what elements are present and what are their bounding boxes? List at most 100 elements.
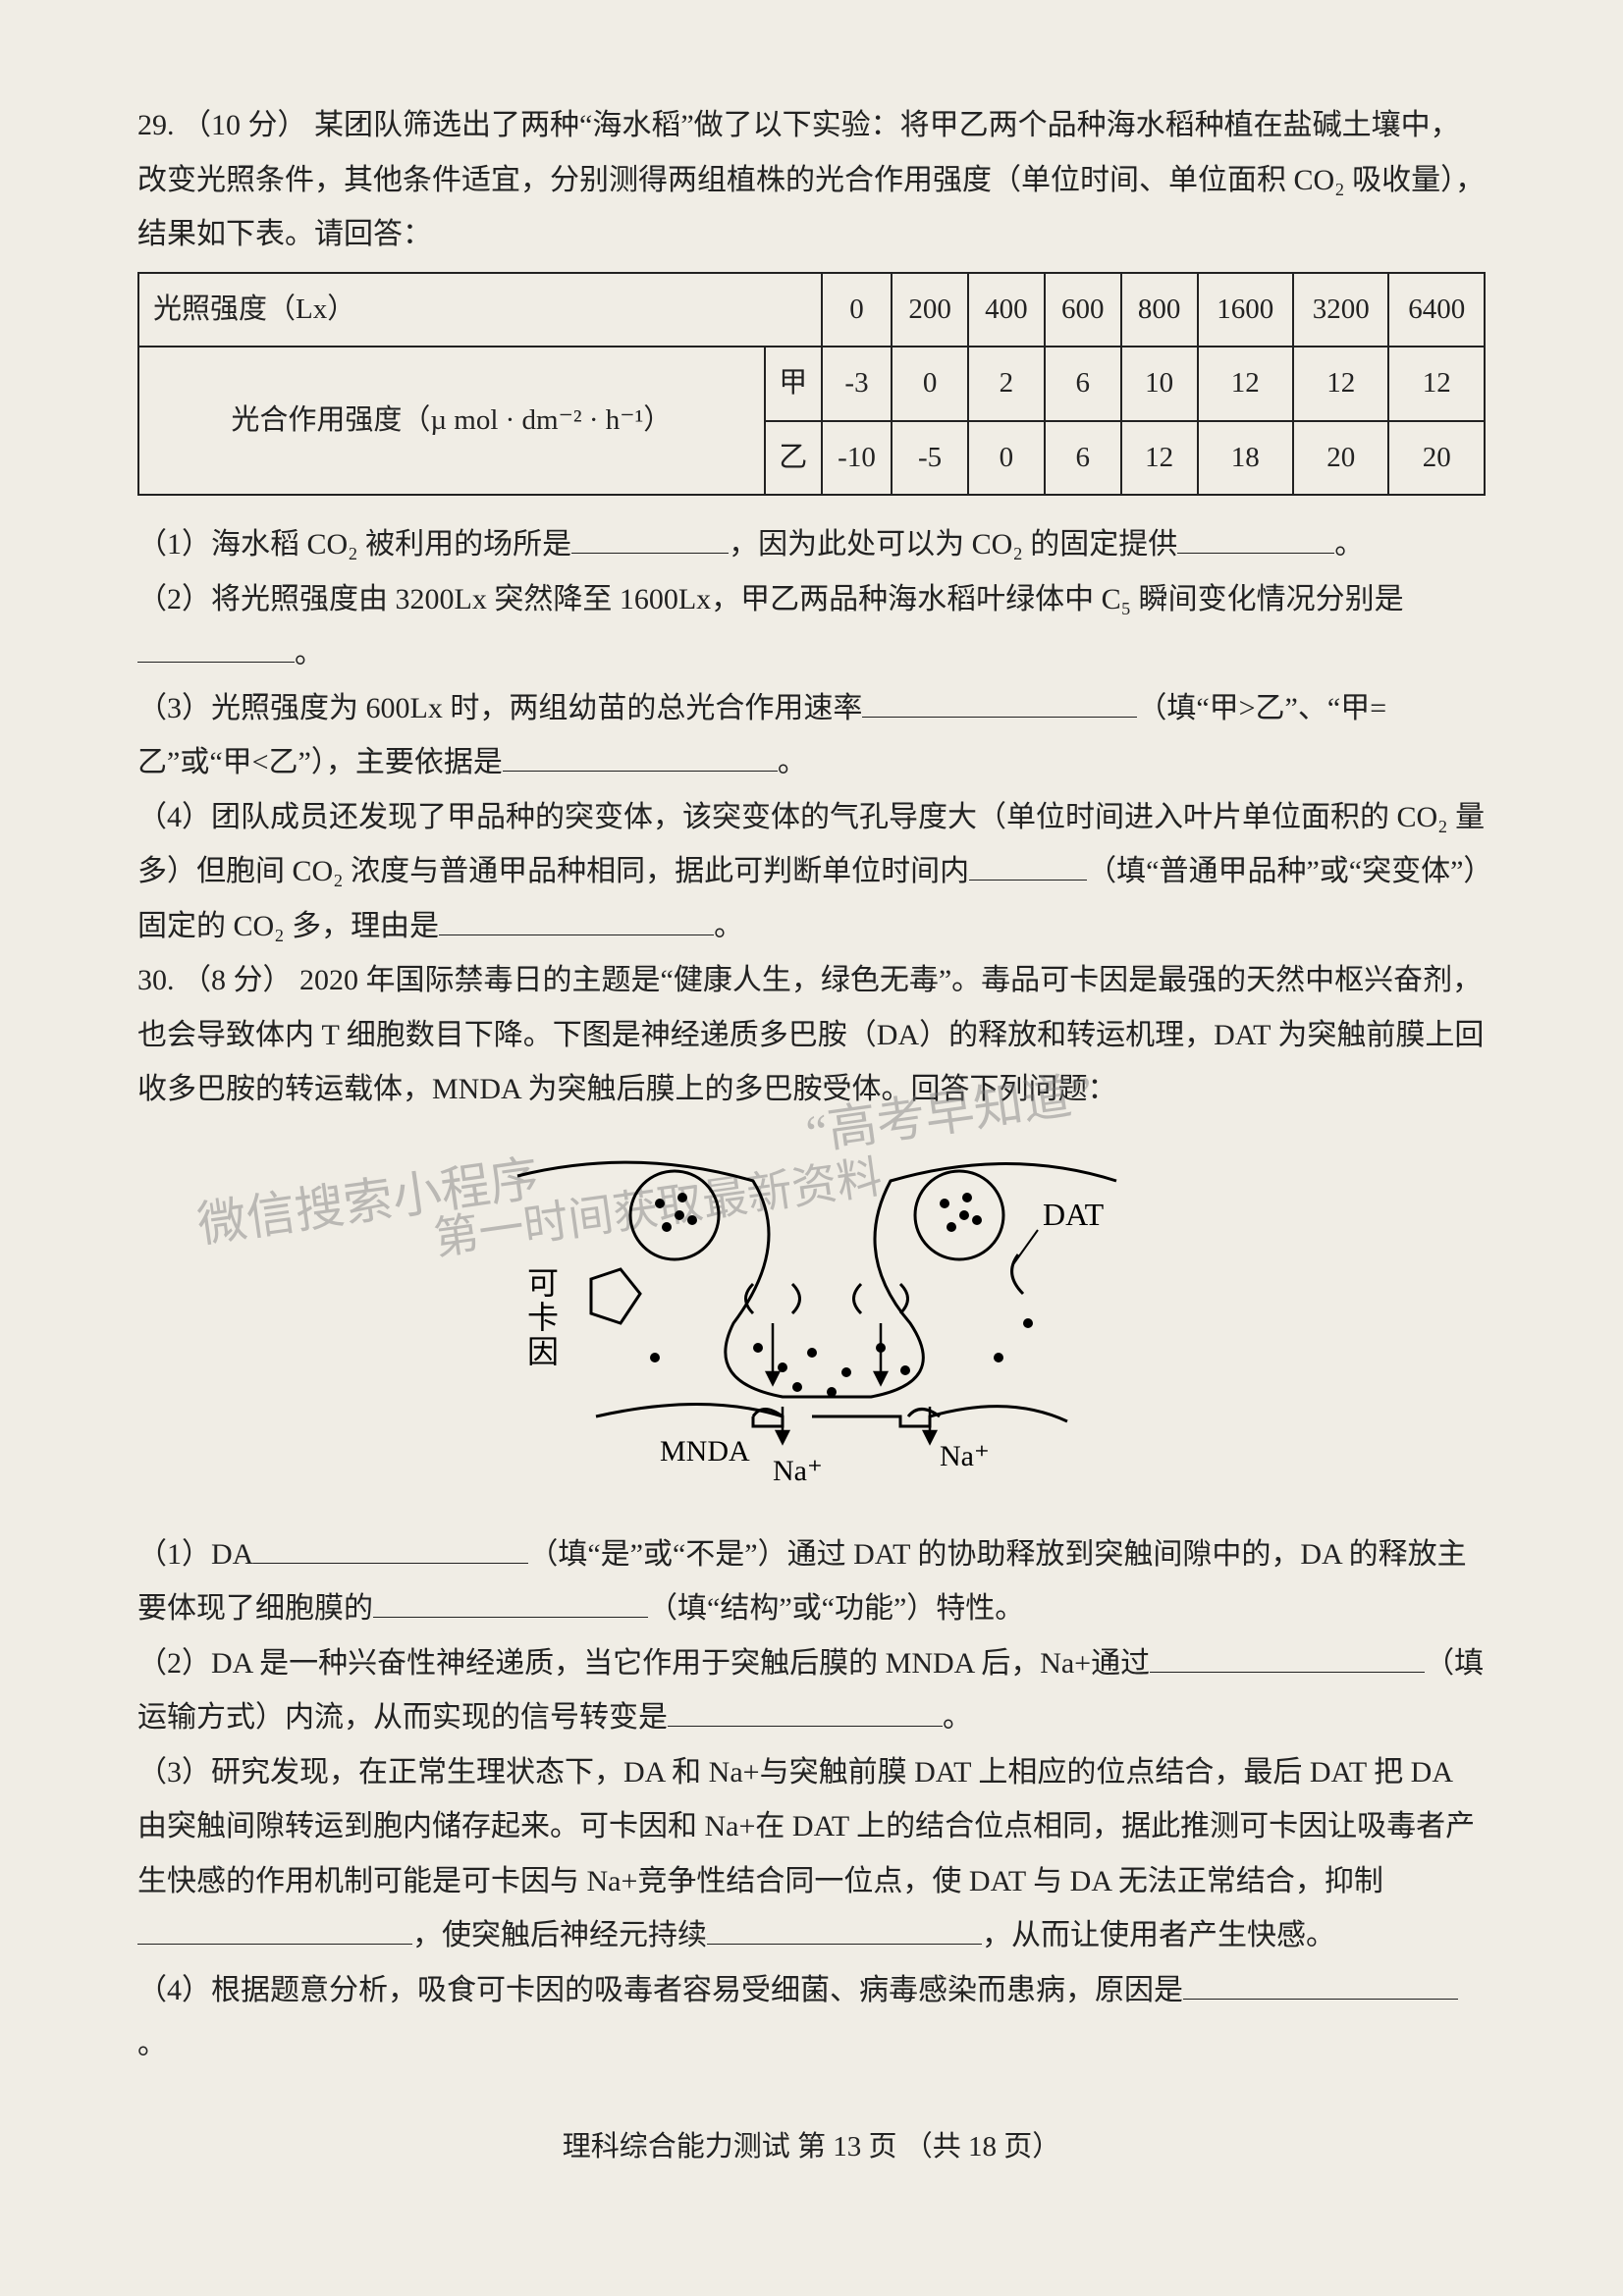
q29-table: 光照强度（Lx） 0 200 400 600 800 1600 3200 640… (137, 272, 1486, 497)
fill-blank[interactable] (571, 521, 729, 554)
item-number: （3） (137, 1756, 211, 1789)
fill-blank[interactable] (1177, 521, 1334, 554)
item-text: 。 (1334, 528, 1364, 561)
fill-blank[interactable] (373, 1585, 648, 1618)
q29-number: 29. (137, 109, 175, 141)
item-number: （2） (137, 1647, 211, 1680)
data-cell: 6 (1045, 421, 1121, 496)
question-29: 29. （10 分） 某团队筛选出了两种“海水稻”做了以下实验：将甲乙两个品种海… (137, 98, 1486, 953)
fill-blank[interactable] (862, 685, 1137, 718)
release-curve (853, 1284, 861, 1313)
fill-blank[interactable] (668, 1694, 943, 1727)
item-number: （4） (137, 801, 211, 833)
item-text: ，从而让使用者产生快感。 (982, 1919, 1335, 1951)
question-30: 30. （8 分） 2020 年国际禁毒日的主题是“健康人生，绿色无毒”。毒品可… (137, 953, 1486, 2072)
item-number: （2） (137, 583, 211, 615)
q29-items: （1）海水稻 CO₂ 被利用的场所是，因为此处可以为 CO₂ 的固定提供。（2）… (137, 517, 1486, 953)
data-cell: 12 (1121, 421, 1198, 496)
row-header-intensity: 光合作用强度（µ mol · dm⁻² · h⁻¹） (138, 347, 765, 495)
q30-items: （1）DA（填“是”或“不是”）通过 DAT 的协助释放到突触间隙中的，DA 的… (137, 1527, 1486, 2072)
item-text: 研究发现，在正常生理状态下，DA 和 Na+与突触前膜 DAT 上相应的位点结合… (137, 1756, 1475, 1897)
data-cell: 0 (968, 421, 1045, 496)
light-cell: 0 (822, 273, 892, 347)
item-text: 。 (714, 910, 743, 942)
header-light: 光照强度（Lx） (138, 273, 822, 347)
series-label-yi: 乙 (765, 421, 822, 496)
item-text: 根据题意分析，吸食可卡因的吸毒者容易受细菌、病毒感染而患病，原因是 (211, 1974, 1183, 2006)
fill-blank[interactable] (1150, 1640, 1425, 1673)
data-cell: 12 (1388, 347, 1485, 421)
item-number: （4） (137, 1974, 211, 2006)
fill-blank[interactable] (439, 903, 714, 935)
data-cell: 20 (1293, 421, 1388, 496)
release-curve (900, 1284, 908, 1313)
series-label-jia: 甲 (765, 347, 822, 421)
item-text: ，使突触后神经元持续 (412, 1919, 707, 1951)
data-cell: 18 (1198, 421, 1293, 496)
release-curve (792, 1284, 800, 1313)
item-text: 。 (943, 1701, 972, 1734)
q30-number: 30. (137, 964, 175, 996)
item-text: DA (211, 1538, 253, 1571)
light-cell: 200 (892, 273, 968, 347)
data-cell: -5 (892, 421, 968, 496)
q29-item-1: （1）海水稻 CO₂ 被利用的场所是 ，因为此处可以为 CO₂ 的固定提供 。 (137, 517, 1486, 572)
q30-item-2: （2）DA 是一种兴奋性神经递质，当它作用于突触后膜的 MNDA 后，Na+通过… (137, 1636, 1486, 1745)
q30-diagram-wrap: 微信搜索小程序 “高考早知道” 第一时间获取最新资料 (137, 1127, 1486, 1510)
label-cocaine: 卡 (527, 1300, 559, 1335)
page-content: 29. （10 分） 某团队筛选出了两种“海水稻”做了以下实验：将甲乙两个品种海… (137, 98, 1486, 2174)
light-cell: 400 (968, 273, 1045, 347)
data-cell: -3 (822, 347, 892, 421)
q29-item-2: （2）将光照强度由 3200Lx 突然降至 1600Lx，甲乙两品种海水稻叶绿体… (137, 572, 1486, 681)
q30-item-1: （1）DA（填“是”或“不是”）通过 DAT 的协助释放到突触间隙中的，DA 的… (137, 1527, 1486, 1636)
page-footer: 理科综合能力测试 第 13 页 （共 18 页） (137, 2121, 1486, 2174)
light-cell: 3200 (1293, 273, 1388, 347)
item-number: （1） (137, 528, 211, 561)
data-cell: 12 (1198, 347, 1293, 421)
q29-points: （10 分） (182, 109, 307, 141)
data-cell: 0 (892, 347, 968, 421)
dat-leader (1013, 1230, 1038, 1264)
da-dots (655, 1193, 982, 1232)
table-header-row: 光照强度（Lx） 0 200 400 600 800 1600 3200 640… (138, 273, 1485, 347)
q30-prompt: 30. （8 分） 2020 年国际禁毒日的主题是“健康人生，绿色无毒”。毒品可… (137, 953, 1486, 1117)
label-mnda: MNDA (660, 1435, 750, 1468)
label-na: Na⁺ (940, 1440, 990, 1472)
cocaine-icon (591, 1269, 640, 1323)
q30-intro: 2020 年国际禁毒日的主题是“健康人生，绿色无毒”。毒品可卡因是最强的天然中枢… (137, 964, 1484, 1105)
data-cell: 20 (1388, 421, 1485, 496)
dat-icon (1011, 1255, 1022, 1294)
fill-blank[interactable] (137, 1912, 412, 1945)
light-cell: 600 (1045, 273, 1121, 347)
label-na: Na⁺ (773, 1455, 823, 1487)
fill-blank[interactable] (969, 848, 1087, 881)
label-cocaine: 可 (527, 1265, 559, 1301)
presynaptic-outline (517, 1162, 1116, 1397)
fill-blank[interactable] (253, 1531, 528, 1564)
synapse-diagram: 可 卡 因 DAT MNDA Na⁺ Na⁺ (459, 1127, 1165, 1510)
q30-item-3: （3）研究发现，在正常生理状态下，DA 和 Na+与突触前膜 DAT 上相应的位… (137, 1745, 1486, 1963)
item-text: DA 是一种兴奋性神经递质，当它作用于突触后膜的 MNDA 后，Na+通过 (211, 1647, 1150, 1680)
q29-item-3: （3）光照强度为 600Lx 时，两组幼苗的总光合作用速率（填“甲>乙”、“甲=… (137, 681, 1486, 790)
item-text: 海水稻 CO₂ 被利用的场所是 (211, 528, 571, 561)
label-cocaine: 因 (527, 1334, 559, 1369)
q30-item-4: （4）根据题意分析，吸食可卡因的吸毒者容易受细菌、病毒感染而患病，原因是。 (137, 1963, 1486, 2072)
light-cell: 1600 (1198, 273, 1293, 347)
data-cell: 2 (968, 347, 1045, 421)
light-cell: 800 (1121, 273, 1198, 347)
data-cell: 12 (1293, 347, 1388, 421)
fill-blank[interactable] (137, 630, 295, 663)
item-text: 。 (778, 746, 807, 778)
item-number: （1） (137, 1538, 211, 1571)
fill-blank[interactable] (1183, 1967, 1458, 2000)
fill-blank[interactable] (707, 1912, 982, 1945)
light-cell: 6400 (1388, 273, 1485, 347)
item-text: ，因为此处可以为 CO₂ 的固定提供 (729, 528, 1177, 561)
fill-blank[interactable] (503, 739, 778, 772)
item-text: 。 (137, 2028, 167, 2060)
cleft-dots (650, 1318, 1033, 1397)
q29-prompt: 29. （10 分） 某团队筛选出了两种“海水稻”做了以下实验：将甲乙两个品种海… (137, 98, 1486, 262)
item-text: 。 (295, 637, 324, 669)
item-text: 将光照强度由 3200Lx 突然降至 1600Lx，甲乙两品种海水稻叶绿体中 C… (211, 583, 1404, 615)
label-dat: DAT (1043, 1197, 1105, 1232)
